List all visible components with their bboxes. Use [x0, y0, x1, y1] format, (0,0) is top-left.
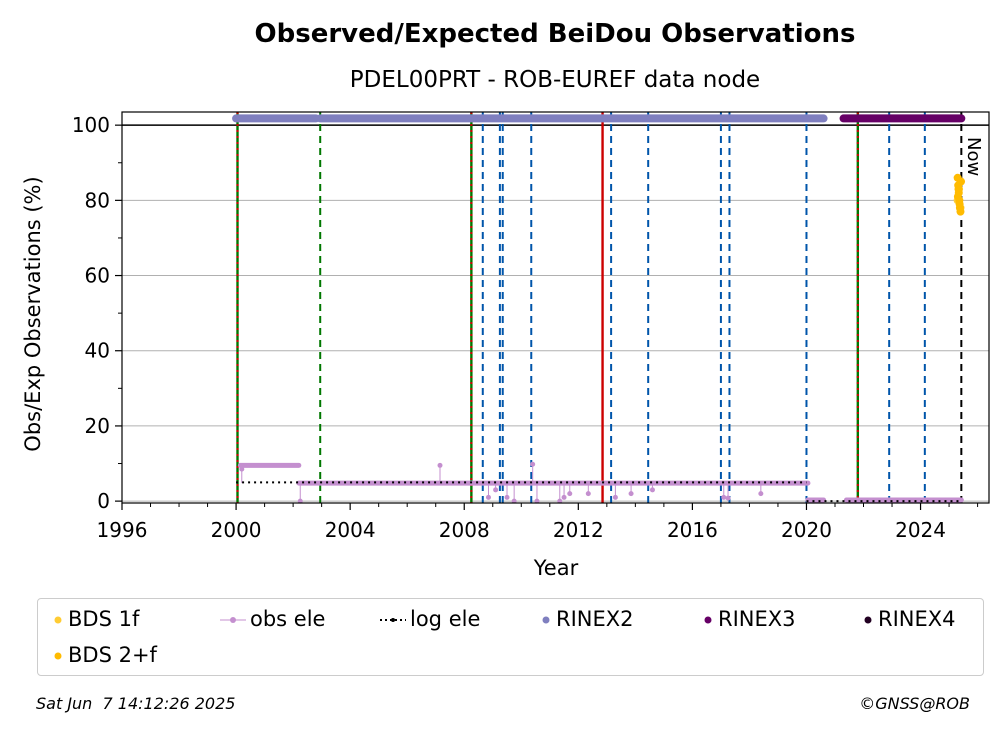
chart: Observed/Expected BeiDou Observations PD… [21, 19, 990, 580]
obs-ele-point [557, 498, 563, 504]
obs-ele-point [612, 494, 618, 500]
legend-label: obs ele [250, 607, 326, 631]
dot-icon [542, 616, 550, 624]
legend-item-rinex4: RINEX4 [862, 607, 956, 631]
x-tick-label: 2024 [895, 518, 946, 542]
obs-ele-point [567, 491, 573, 497]
obs-ele-point [485, 494, 491, 500]
legend-item-log-ele: log ele [380, 607, 480, 631]
legend-label: RINEX4 [878, 607, 956, 631]
obs-ele-point [511, 498, 517, 504]
y-tick-label: 80 [85, 188, 110, 212]
obs-ele-point [585, 491, 591, 497]
y-tick-label: 20 [85, 414, 110, 438]
x-tick-label: 2020 [781, 518, 832, 542]
legend-label: log ele [410, 607, 481, 631]
x-tick-label: 2004 [325, 518, 376, 542]
y-tick-label: 0 [97, 489, 110, 513]
point-bds-2-f [953, 192, 962, 201]
obs-ele-point [530, 461, 536, 467]
chart-title: Observed/Expected BeiDou Observations [255, 19, 856, 49]
point-bds-2-f [957, 177, 966, 186]
dotted-line-icon [380, 618, 406, 622]
obs-ele-point [437, 462, 443, 468]
legend-item-bds-1f: BDS 1f [52, 607, 139, 631]
legend-label: RINEX2 [556, 607, 634, 631]
footer-credit: ©GNSS@ROB [859, 694, 970, 713]
legend-label: BDS 1f [68, 607, 140, 631]
obs-ele-point [725, 495, 731, 501]
dot-icon [54, 652, 62, 660]
obs-ele-point [721, 494, 727, 500]
legend-label: RINEX3 [718, 607, 796, 631]
x-tick-label: 1996 [97, 518, 148, 542]
y-tick-label: 100 [72, 113, 110, 137]
x-tick-label: 2012 [553, 518, 604, 542]
y-axis-label: Obs/Exp Observations (%) [21, 176, 45, 451]
x-tick-label: 2000 [211, 518, 262, 542]
obs-ele-point [649, 487, 655, 493]
dot-icon [864, 616, 872, 624]
obs-ele-point [561, 494, 567, 500]
legend: BDS 1f obs ele log ele RINEX2 RINEX3 RIN… [37, 598, 984, 676]
y-tick-label: 40 [85, 339, 110, 363]
point-bds-2-f [956, 207, 965, 216]
dot-icon [54, 616, 62, 624]
y-tick-label: 60 [85, 264, 110, 288]
obs-ele-point [758, 491, 764, 497]
legend-item-obs-ele: obs ele [220, 607, 325, 631]
grid-lines [122, 124, 989, 502]
obs-ele-point [297, 498, 303, 504]
legend-item-bds-2f: BDS 2+f [52, 643, 157, 667]
legend-label: BDS 2+f [68, 643, 157, 667]
obs-ele-point [493, 487, 499, 493]
point-bds-2-f [954, 185, 963, 194]
series-layer [232, 114, 966, 504]
axes: 0 20 40 60 80 100 1996 2000 2004 2008 2012 2016 2020… [72, 113, 979, 542]
obs-ele-point [534, 498, 540, 504]
line-dot-icon [220, 617, 246, 623]
chart-subtitle: PDEL00PRT - ROB-EUREF data node [350, 67, 760, 93]
vertical-event-lines [236, 112, 963, 503]
x-tick-label: 2016 [667, 518, 718, 542]
point-bds-2-f [955, 200, 964, 209]
now-label: Now [963, 137, 984, 176]
obs-ele-point [504, 494, 510, 500]
obs-ele-point [628, 491, 634, 497]
legend-item-rinex3: RINEX3 [702, 607, 796, 631]
legend-item-rinex2: RINEX2 [540, 607, 634, 631]
x-axis-label: Year [533, 556, 579, 580]
footer-timestamp: Sat Jun 7 14:12:26 2025 [36, 694, 236, 713]
x-tick-label: 2008 [439, 518, 490, 542]
plot-frame [121, 111, 990, 504]
dot-icon [704, 616, 712, 624]
obs-ele-point [239, 466, 245, 472]
